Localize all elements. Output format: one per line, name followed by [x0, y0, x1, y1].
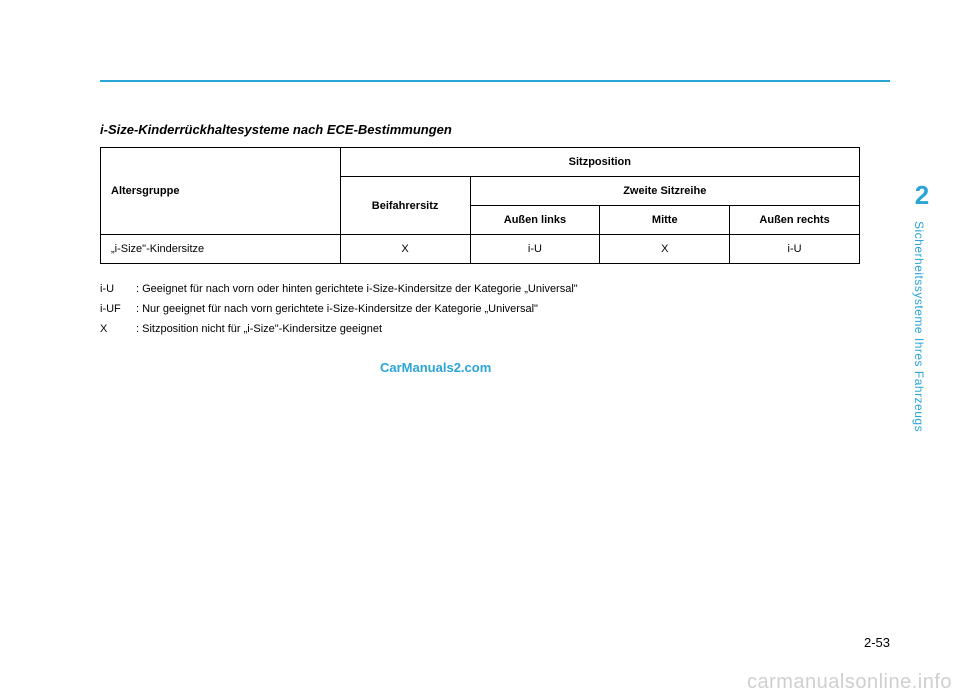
- cell-label: „i-Size"-Kindersitze: [101, 235, 341, 264]
- legend: i-U : Geeignet für nach vorn oder hinten…: [100, 280, 880, 339]
- cell-center: X: [600, 235, 730, 264]
- top-divider: [100, 80, 890, 82]
- chapter-label: Sicherheitssysteme Ihres Fahrzeugs: [912, 221, 926, 432]
- side-tab: 2 Sicherheitssysteme Ihres Fahrzeugs: [902, 180, 942, 432]
- cell-outer-left: i-U: [470, 235, 600, 264]
- legend-text: : Nur geeignet für nach vorn gerichtete …: [136, 300, 538, 320]
- page-content: i-Size-Kinderrückhaltesysteme nach ECE-B…: [100, 80, 880, 339]
- th-age-group: Altersgruppe: [101, 148, 341, 235]
- cell-front: X: [340, 235, 470, 264]
- th-outer-right: Außen rechts: [730, 206, 860, 235]
- th-center: Mitte: [600, 206, 730, 235]
- chapter-number: 2: [902, 180, 942, 211]
- th-seatpos: Sitzposition: [340, 148, 859, 177]
- section-heading: i-Size-Kinderrückhaltesysteme nach ECE-B…: [100, 122, 880, 137]
- footer-watermark: carmanualsonline.info: [747, 671, 952, 694]
- legend-item: i-UF : Nur geeignet für nach vorn gerich…: [100, 300, 880, 320]
- th-second-row: Zweite Sitzreihe: [470, 177, 859, 206]
- legend-key: i-UF: [100, 300, 136, 320]
- th-front-seat: Beifahrersitz: [340, 177, 470, 235]
- watermark-center: CarManuals2.com: [380, 360, 491, 375]
- legend-item: i-U : Geeignet für nach vorn oder hinten…: [100, 280, 880, 300]
- th-outer-left: Außen links: [470, 206, 600, 235]
- legend-text: : Geeignet für nach vorn oder hinten ger…: [136, 280, 578, 300]
- legend-item: X : Sitzposition nicht für „i-Size"-Kind…: [100, 320, 880, 340]
- legend-text: : Sitzposition nicht für „i-Size"-Kinder…: [136, 320, 382, 340]
- legend-key: X: [100, 320, 136, 340]
- table-row: „i-Size"-Kindersitze X i-U X i-U: [101, 235, 860, 264]
- cell-outer-right: i-U: [730, 235, 860, 264]
- legend-key: i-U: [100, 280, 136, 300]
- page-number: 2-53: [864, 635, 890, 650]
- isize-table: Altersgruppe Sitzposition Beifahrersitz …: [100, 147, 860, 264]
